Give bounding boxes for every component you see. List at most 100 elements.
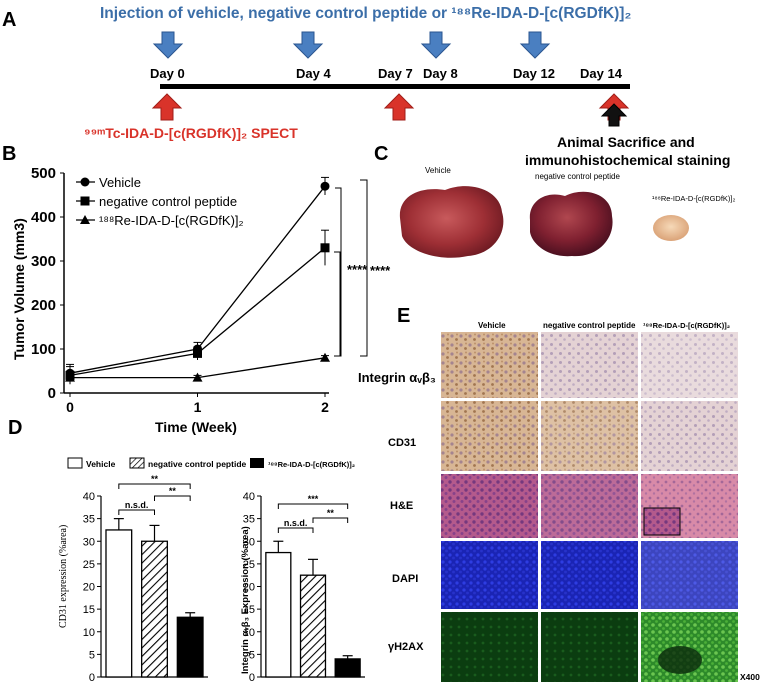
tumor-photo-vehicle [399, 186, 504, 258]
significance-label: *** [308, 494, 319, 504]
line-chart-legend: Vehicle negative control peptide ¹⁸⁸Re-IDA… [76, 175, 244, 228]
data-point [192, 372, 203, 382]
y-tick-label: 20 [83, 582, 95, 594]
bar [176, 616, 204, 678]
significance-label: ** [151, 474, 159, 484]
legend-label: negative control peptide [148, 459, 247, 469]
micrograph-gh2ax-vehicle [441, 612, 538, 682]
micrograph-dark-region [658, 646, 702, 674]
significance-bracket [312, 517, 349, 523]
bar [265, 551, 292, 678]
y-tick-label: 500 [31, 165, 56, 182]
significance-label: **** [370, 263, 391, 278]
panel-e-letter: E [397, 305, 410, 327]
significance-label: ** [327, 508, 335, 518]
legend-marker [80, 196, 90, 206]
bar [299, 574, 327, 678]
y-tick-label: 300 [31, 253, 56, 270]
day-label: Day 12 [513, 66, 555, 81]
y-tick-label: 400 [31, 209, 56, 226]
legend-swatch-control [129, 457, 145, 469]
column-header: Vehicle [478, 321, 506, 330]
y-tick-label: 5 [249, 649, 255, 661]
legend-label: negative control peptide [99, 194, 237, 209]
significance-label: n.s.d. [284, 518, 308, 528]
micrograph-integrin-control [541, 332, 638, 398]
injection-title: Injection of vehicle, negative control p… [100, 5, 631, 22]
y-tick-label: 40 [243, 491, 255, 503]
y-tick-label: 15 [243, 604, 255, 616]
y-tick-label: 35 [243, 514, 255, 526]
data-point [65, 372, 75, 382]
legend-swatch-treated [250, 458, 264, 468]
day-label: Day 8 [423, 66, 458, 81]
tumor-label: Vehicle [425, 166, 451, 175]
y-tick-label: 30 [243, 536, 255, 548]
line-chart-xlabel: Time (Week) [155, 419, 237, 435]
legend-label: ¹⁸⁸Re-IDA-D-[c(RGDfK)]₂ [99, 213, 244, 228]
panel-a: A Injection of vehicle, negative control… [2, 5, 730, 168]
line-chart-axes: 0 100 200 300 400 500 0 1 2 [31, 165, 329, 415]
bar-chart-cd31: 0 5 10 15 20 25 30 35 40 n.s.d. ** ** [83, 474, 208, 684]
row-label: γH2AX [388, 641, 424, 653]
spect-label: ⁹⁹ᵐTc-IDA-D-[c(RGDfK)]₂ SPECT [84, 125, 298, 141]
injection-arrow-icon [152, 31, 551, 59]
y-tick-label: 0 [249, 672, 255, 684]
panel-c-letter: C [374, 143, 388, 165]
micrograph-gh2ax-control [541, 612, 638, 682]
micrograph-integrin-treated [641, 332, 738, 398]
data-point [320, 181, 330, 191]
bar [334, 658, 361, 678]
y-tick-label: 35 [83, 514, 95, 526]
significance-bracket-outer [360, 179, 368, 357]
significance-label: n.s.d. [125, 500, 149, 510]
data-point [320, 352, 330, 362]
data-point [193, 348, 202, 358]
tumor-label: ¹⁸⁸Re-IDA-D-[c(RGDfK)]₂ [652, 194, 735, 203]
x-tick-label: 1 [194, 399, 202, 415]
micrograph-cd31-control [541, 401, 638, 471]
significance-label: ** [169, 486, 177, 496]
micrograph-integrin-vehicle [441, 332, 538, 398]
micrograph-inset [643, 507, 681, 536]
panel-d: D Vehicle negative control peptide ¹⁸⁸Re… [8, 417, 365, 684]
micrograph-dapi-treated [641, 541, 738, 609]
significance-bracket [277, 503, 349, 509]
tumor-photo-treated [653, 215, 689, 241]
y-tick-label: 30 [83, 536, 95, 548]
timeline-bar [160, 84, 630, 89]
day-label: Day 14 [580, 66, 623, 81]
sacrifice-label: immunohistochemical staining [525, 152, 730, 168]
micrograph-he-vehicle [441, 474, 538, 538]
significance-bracket [118, 509, 155, 515]
y-tick-label: 5 [89, 649, 95, 661]
legend-label: Vehicle [86, 459, 116, 469]
panel-b-letter: B [2, 143, 16, 165]
legend-swatch-vehicle [67, 457, 83, 469]
significance-bracket [154, 495, 191, 501]
bar [141, 540, 168, 678]
y-tick-label: 25 [83, 559, 95, 571]
spect-arrow-icon [151, 93, 630, 121]
row-label: Integrin αᵥβ₃ [358, 370, 436, 385]
sacrifice-label: Animal Sacrifice and [557, 134, 695, 150]
column-header: negative control peptide [543, 321, 636, 330]
bar [105, 529, 133, 678]
bar-chart-ylabel: CD31 expression (%area) [58, 525, 69, 628]
micrograph-grid [441, 332, 738, 682]
micrograph-dapi-control [541, 541, 638, 609]
legend-label: Vehicle [99, 175, 141, 190]
panel-d-letter: D [8, 417, 22, 439]
micrograph-he-control [541, 474, 638, 538]
significance-bracket [277, 527, 314, 533]
legend-label: ¹⁸⁸Re-IDA-D-[c(RGDfK)]₂ [268, 460, 355, 469]
day-label: Day 4 [296, 66, 331, 81]
micrograph-cd31-treated [641, 401, 738, 471]
sacrifice-arrow-icon [600, 103, 628, 127]
significance-bracket [118, 483, 191, 489]
micrograph-dapi-vehicle [441, 541, 538, 609]
panel-b: B 0 100 200 300 400 500 0 1 2 Vehicle negative co… [2, 143, 391, 435]
y-tick-label: 25 [243, 559, 255, 571]
